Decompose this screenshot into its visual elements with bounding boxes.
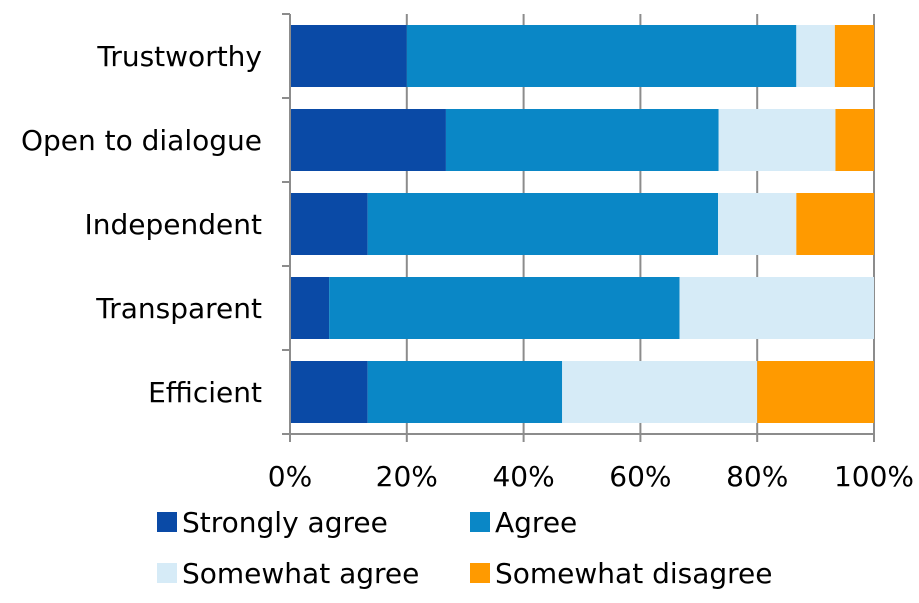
bar-efficient-somewhat-agree	[562, 361, 758, 423]
legend-label-strongly-agree: Strongly agree	[182, 506, 388, 539]
labels: 0% 20% 40% 60% 80% 100% Trustworthy Open to dia…	[21, 40, 914, 493]
bar-trustworthy-somewhat-agree	[796, 25, 835, 87]
legend: Strongly agree Agree Somewhat agree Somewha…	[157, 506, 773, 590]
bars	[290, 25, 874, 423]
legend-swatch-strongly-agree	[157, 512, 177, 532]
bar-trustworthy-strongly-agree	[290, 25, 407, 87]
bar-independent-somewhat-disagree	[796, 193, 874, 255]
bar-efficient-somewhat-disagree	[757, 361, 874, 423]
axes	[282, 13, 874, 435]
legend-swatch-agree	[470, 512, 490, 532]
bar-efficient-strongly-agree	[290, 361, 368, 423]
bar-independent-strongly-agree	[290, 193, 368, 255]
bar-trustworthy-somewhat-disagree	[834, 25, 874, 87]
bar-trustworthy-agree	[406, 25, 797, 87]
x-tick-label: 0%	[268, 460, 312, 493]
x-tick-label: 60%	[609, 460, 671, 493]
bar-open-to-dialogue-agree	[445, 109, 719, 171]
bar-open-to-dialogue-somewhat-disagree	[835, 109, 874, 171]
bar-transparent-agree	[329, 277, 680, 339]
x-tick-label: 80%	[726, 460, 788, 493]
legend-swatch-somewhat-agree	[157, 563, 177, 583]
legend-label-somewhat-agree: Somewhat agree	[182, 557, 419, 590]
x-tick-label: 100%	[834, 460, 914, 493]
category-label-trustworthy: Trustworthy	[96, 40, 262, 73]
x-tick-label: 40%	[492, 460, 554, 493]
bar-transparent-strongly-agree	[290, 277, 330, 339]
category-label-open-to-dialogue: Open to dialogue	[21, 124, 262, 157]
legend-label-somewhat-disagree: Somewhat disagree	[495, 557, 773, 590]
category-label-transparent: Transparent	[95, 292, 262, 325]
bar-transparent-somewhat-agree	[679, 277, 874, 339]
legend-swatch-somewhat-disagree	[470, 563, 490, 583]
category-label-efficient: Efficient	[148, 376, 262, 409]
bar-independent-agree	[367, 193, 719, 255]
bar-open-to-dialogue-somewhat-agree	[718, 109, 836, 171]
bar-efficient-agree	[367, 361, 563, 423]
x-tick-label: 20%	[376, 460, 438, 493]
category-label-independent: Independent	[85, 208, 262, 241]
bar-independent-somewhat-agree	[718, 193, 797, 255]
legend-label-agree: Agree	[495, 506, 577, 539]
bar-open-to-dialogue-strongly-agree	[290, 109, 446, 171]
